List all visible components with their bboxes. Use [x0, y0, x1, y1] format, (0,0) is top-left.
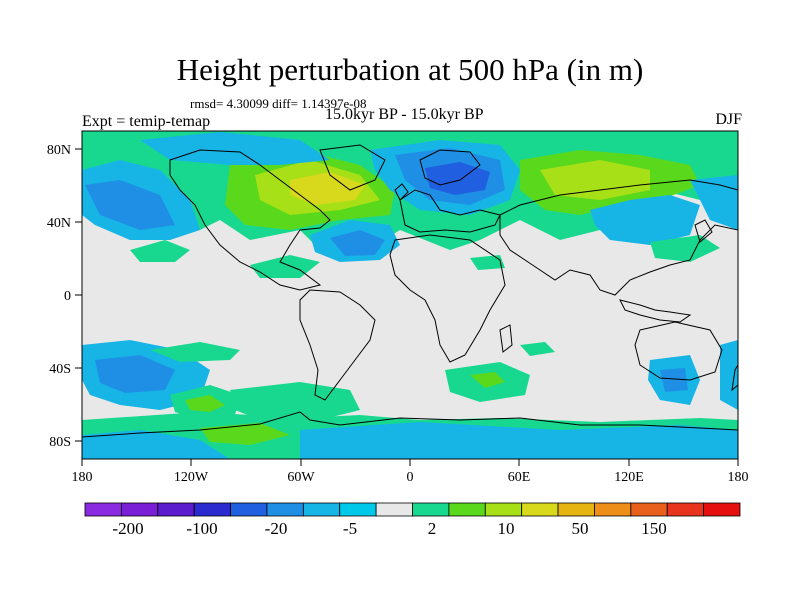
tropic-pos-3	[470, 255, 505, 270]
colorbar-label: 2	[428, 519, 437, 538]
antarctic-pos-core	[200, 423, 290, 445]
colorbar-labels: -200 -100 -20 -5 2 10 50 150	[112, 519, 666, 538]
ne-pacific-neg	[690, 175, 738, 230]
colorbar-label: -100	[186, 519, 217, 538]
s-pacific-neg-core	[95, 355, 175, 393]
colorbar	[84, 502, 741, 517]
sw-pacific-pos-core	[185, 395, 225, 412]
colorbar-swatch	[448, 502, 486, 517]
colorbar-label: -200	[112, 519, 143, 538]
japan-coast	[694, 219, 713, 243]
colorbar-swatch	[230, 502, 268, 517]
colorbar-swatch	[157, 502, 195, 517]
colorbar-swatch	[666, 502, 705, 517]
y-tick-labels: 80N 40N 0 40S 80S	[47, 143, 71, 450]
uk-coast	[394, 183, 409, 201]
period-label: 15.0kyr BP - 15.0kyr BP	[325, 106, 484, 123]
y-tick-label: 80S	[49, 435, 71, 450]
x-tick-label: 60E	[508, 470, 531, 485]
colorbar-swatch	[375, 502, 413, 517]
x-tick-label: 120W	[174, 470, 209, 485]
colorbar-swatch	[120, 502, 159, 517]
arctic-neg	[140, 132, 330, 165]
colorbar-swatch	[630, 502, 668, 517]
n-america-pos-max	[290, 172, 365, 205]
x-tick-label: 60W	[287, 470, 315, 485]
colorbar-label: 150	[641, 519, 667, 538]
experiment-label: Expt = temip-temap	[82, 113, 211, 130]
colorbar-swatch	[412, 502, 450, 517]
indonesia-coast	[619, 299, 692, 323]
colorbar-swatch	[557, 502, 595, 517]
madagascar-coast	[499, 324, 513, 353]
new-zealand-coast	[731, 364, 738, 392]
colorbar-label: 50	[572, 519, 589, 538]
antarctic-neg-1	[300, 422, 738, 459]
s-pacific-pos	[150, 342, 240, 362]
tropic-pos-4	[650, 235, 720, 262]
stats-line: rmsd= 4.30099 diff= 1.14397e-08	[190, 96, 367, 111]
greenland-coast	[319, 144, 386, 191]
australia-coast	[634, 321, 723, 381]
south-america-coast	[299, 289, 376, 401]
colorbar-label: -5	[343, 519, 357, 538]
colorbar-swatch	[339, 502, 377, 517]
x-tick-label: 180	[728, 470, 749, 485]
colorbar-swatch	[84, 502, 122, 517]
colorbar-swatch	[594, 502, 632, 517]
antarctic-neg-2	[82, 430, 230, 459]
scandinavia-coast	[419, 149, 481, 186]
coastlines	[82, 144, 738, 438]
north-america-coast	[169, 149, 331, 291]
africa-coast	[389, 234, 506, 363]
se-pacific-neg	[720, 340, 738, 410]
y-tick-label: 40N	[47, 216, 71, 231]
e-asia-neg	[590, 195, 700, 245]
colorbar-swatch	[302, 502, 341, 517]
s-atlantic-pos-core	[470, 372, 505, 388]
colorbar-swatch	[193, 502, 231, 517]
x-tick-label: 180	[72, 470, 93, 485]
ticks	[75, 148, 739, 466]
colorbar-swatch	[521, 502, 559, 517]
antarctica-coast	[82, 411, 738, 438]
n-pacific-neg-core	[85, 180, 175, 230]
s-america-pos	[520, 342, 555, 356]
y-tick-label: 0	[64, 289, 71, 304]
x-tick-label: 0	[407, 470, 414, 485]
s-indian-neg-core	[660, 368, 688, 392]
colorbar-swatch	[484, 502, 523, 517]
y-tick-label: 80N	[47, 143, 71, 158]
colorbar-swatch	[266, 502, 304, 517]
tropic-pos-1	[130, 240, 190, 262]
map-title: Height perturbation at 500 hPa (in m)	[176, 52, 644, 87]
colorbar-label: -20	[265, 519, 288, 538]
colorbar-label: 10	[498, 519, 515, 538]
sw-atlantic-pos	[230, 382, 360, 420]
x-tick-label: 120E	[614, 470, 644, 485]
asia-coast	[499, 179, 738, 296]
season-label: DJF	[715, 111, 742, 128]
siberia-pos-core	[540, 160, 650, 200]
colorbar-swatch	[703, 502, 741, 517]
x-tick-labels: 180 120W 60W 0 60E 120E 180	[72, 470, 749, 485]
n-atlantic-neg-core	[330, 230, 385, 256]
y-tick-label: 40S	[49, 362, 71, 377]
